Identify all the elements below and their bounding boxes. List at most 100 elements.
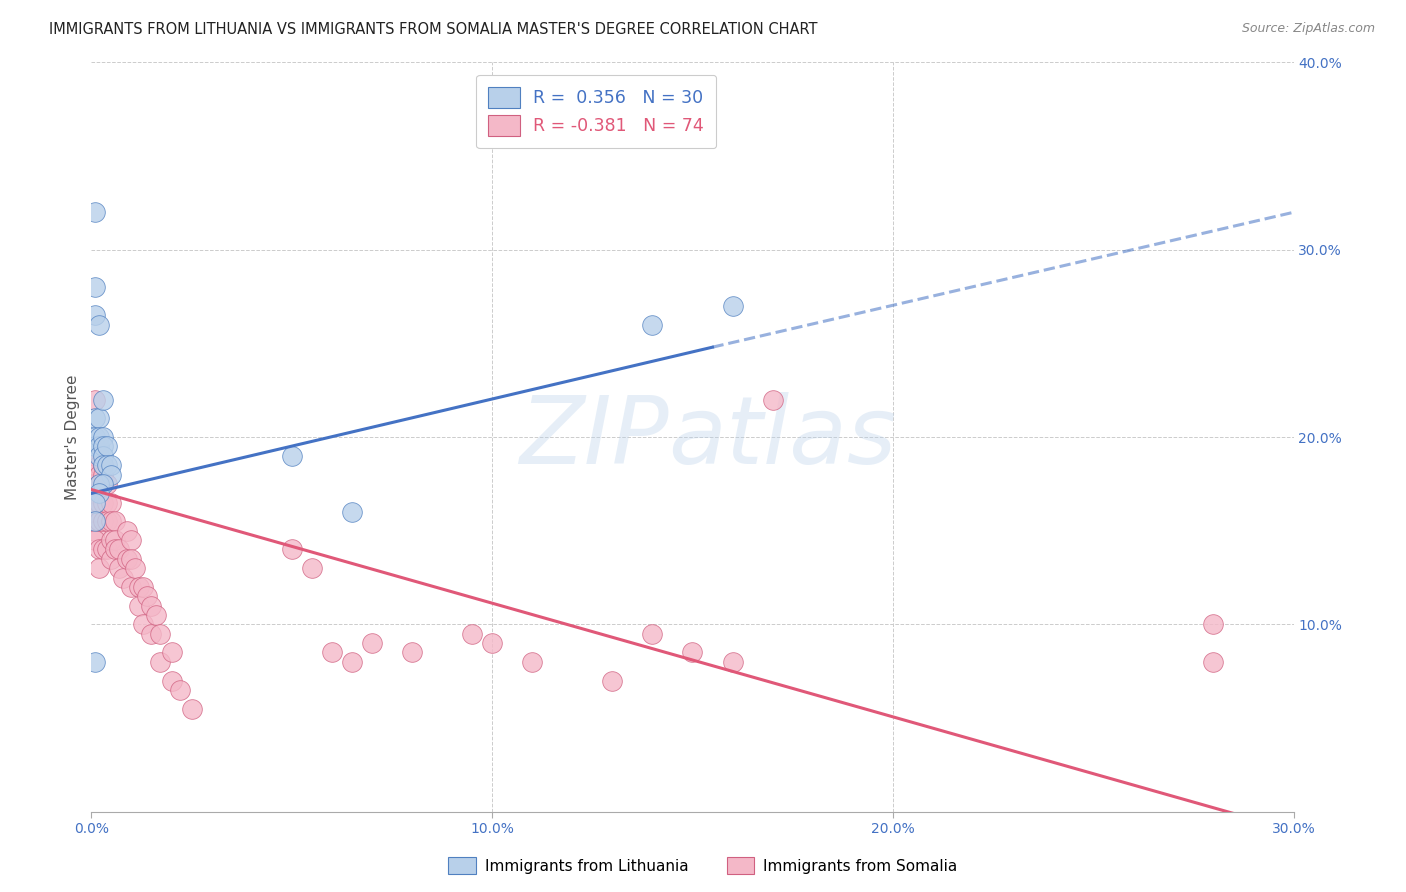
Point xyxy=(89,514,111,528)
Point xyxy=(93,542,115,557)
Point xyxy=(93,477,115,491)
Point xyxy=(461,626,484,640)
Point xyxy=(96,440,118,454)
Point xyxy=(340,655,363,669)
Point xyxy=(84,477,107,491)
Point xyxy=(96,514,118,528)
Point xyxy=(301,561,323,575)
Point xyxy=(340,505,363,519)
Point xyxy=(641,626,664,640)
Point xyxy=(100,458,122,473)
Point xyxy=(93,449,115,463)
Point xyxy=(762,392,785,407)
Point xyxy=(160,673,183,688)
Point xyxy=(128,599,150,613)
Point xyxy=(93,477,115,491)
Text: Source: ZipAtlas.com: Source: ZipAtlas.com xyxy=(1241,22,1375,36)
Point xyxy=(721,655,744,669)
Point xyxy=(180,701,202,715)
Point xyxy=(100,514,122,528)
Point xyxy=(360,636,382,650)
Point xyxy=(96,477,118,491)
Point xyxy=(84,309,107,323)
Point xyxy=(281,542,304,557)
Point xyxy=(100,467,122,482)
Point xyxy=(89,477,111,491)
Point xyxy=(89,542,111,557)
Point xyxy=(148,655,170,669)
Point xyxy=(401,646,423,660)
Point xyxy=(93,458,115,473)
Point xyxy=(93,514,115,528)
Point xyxy=(93,467,115,482)
Point xyxy=(117,524,139,538)
Point xyxy=(93,440,115,454)
Point xyxy=(89,440,111,454)
Point xyxy=(84,655,107,669)
Point xyxy=(481,636,503,650)
Point xyxy=(89,411,111,425)
Point xyxy=(121,580,143,594)
Point xyxy=(117,551,139,566)
Point xyxy=(84,280,107,294)
Point xyxy=(104,514,127,528)
Point xyxy=(681,646,703,660)
Point xyxy=(121,551,143,566)
Point xyxy=(84,458,107,473)
Point xyxy=(84,440,107,454)
Point xyxy=(84,533,107,547)
Point xyxy=(136,590,159,604)
Y-axis label: Master's Degree: Master's Degree xyxy=(65,375,80,500)
Point xyxy=(132,617,155,632)
Point xyxy=(141,626,163,640)
Point xyxy=(89,496,111,510)
Point xyxy=(108,561,131,575)
Point xyxy=(84,496,107,510)
Point xyxy=(89,561,111,575)
Point xyxy=(84,524,107,538)
Point xyxy=(93,496,115,510)
Point xyxy=(100,496,122,510)
Point xyxy=(89,430,111,444)
Point xyxy=(641,318,664,332)
Point xyxy=(281,449,304,463)
Point xyxy=(93,458,115,473)
Point xyxy=(121,533,143,547)
Point xyxy=(100,551,122,566)
Point xyxy=(93,430,115,444)
Point xyxy=(89,467,111,482)
Point xyxy=(84,430,107,444)
Point xyxy=(89,440,111,454)
Point xyxy=(84,205,107,219)
Point xyxy=(721,299,744,313)
Point xyxy=(84,392,107,407)
Point xyxy=(84,496,107,510)
Point xyxy=(84,514,107,528)
Point xyxy=(112,571,135,585)
Legend: Immigrants from Lithuania, Immigrants from Somalia: Immigrants from Lithuania, Immigrants fr… xyxy=(443,851,963,880)
Point xyxy=(104,542,127,557)
Point xyxy=(148,626,170,640)
Point xyxy=(108,542,131,557)
Legend: R =  0.356   N = 30, R = -0.381   N = 74: R = 0.356 N = 30, R = -0.381 N = 74 xyxy=(477,75,717,148)
Point xyxy=(89,449,111,463)
Point xyxy=(84,411,107,425)
Point xyxy=(84,486,107,500)
Point xyxy=(132,580,155,594)
Point xyxy=(84,449,107,463)
Point xyxy=(145,608,167,623)
Point xyxy=(96,496,118,510)
Point xyxy=(128,580,150,594)
Point xyxy=(89,477,111,491)
Point xyxy=(89,458,111,473)
Point xyxy=(100,533,122,547)
Point xyxy=(141,599,163,613)
Point xyxy=(160,646,183,660)
Point xyxy=(84,514,107,528)
Point xyxy=(169,683,191,698)
Text: ZIP: ZIP xyxy=(519,392,668,483)
Point xyxy=(93,392,115,407)
Point xyxy=(602,673,624,688)
Point xyxy=(84,505,107,519)
Text: atlas: atlas xyxy=(668,392,897,483)
